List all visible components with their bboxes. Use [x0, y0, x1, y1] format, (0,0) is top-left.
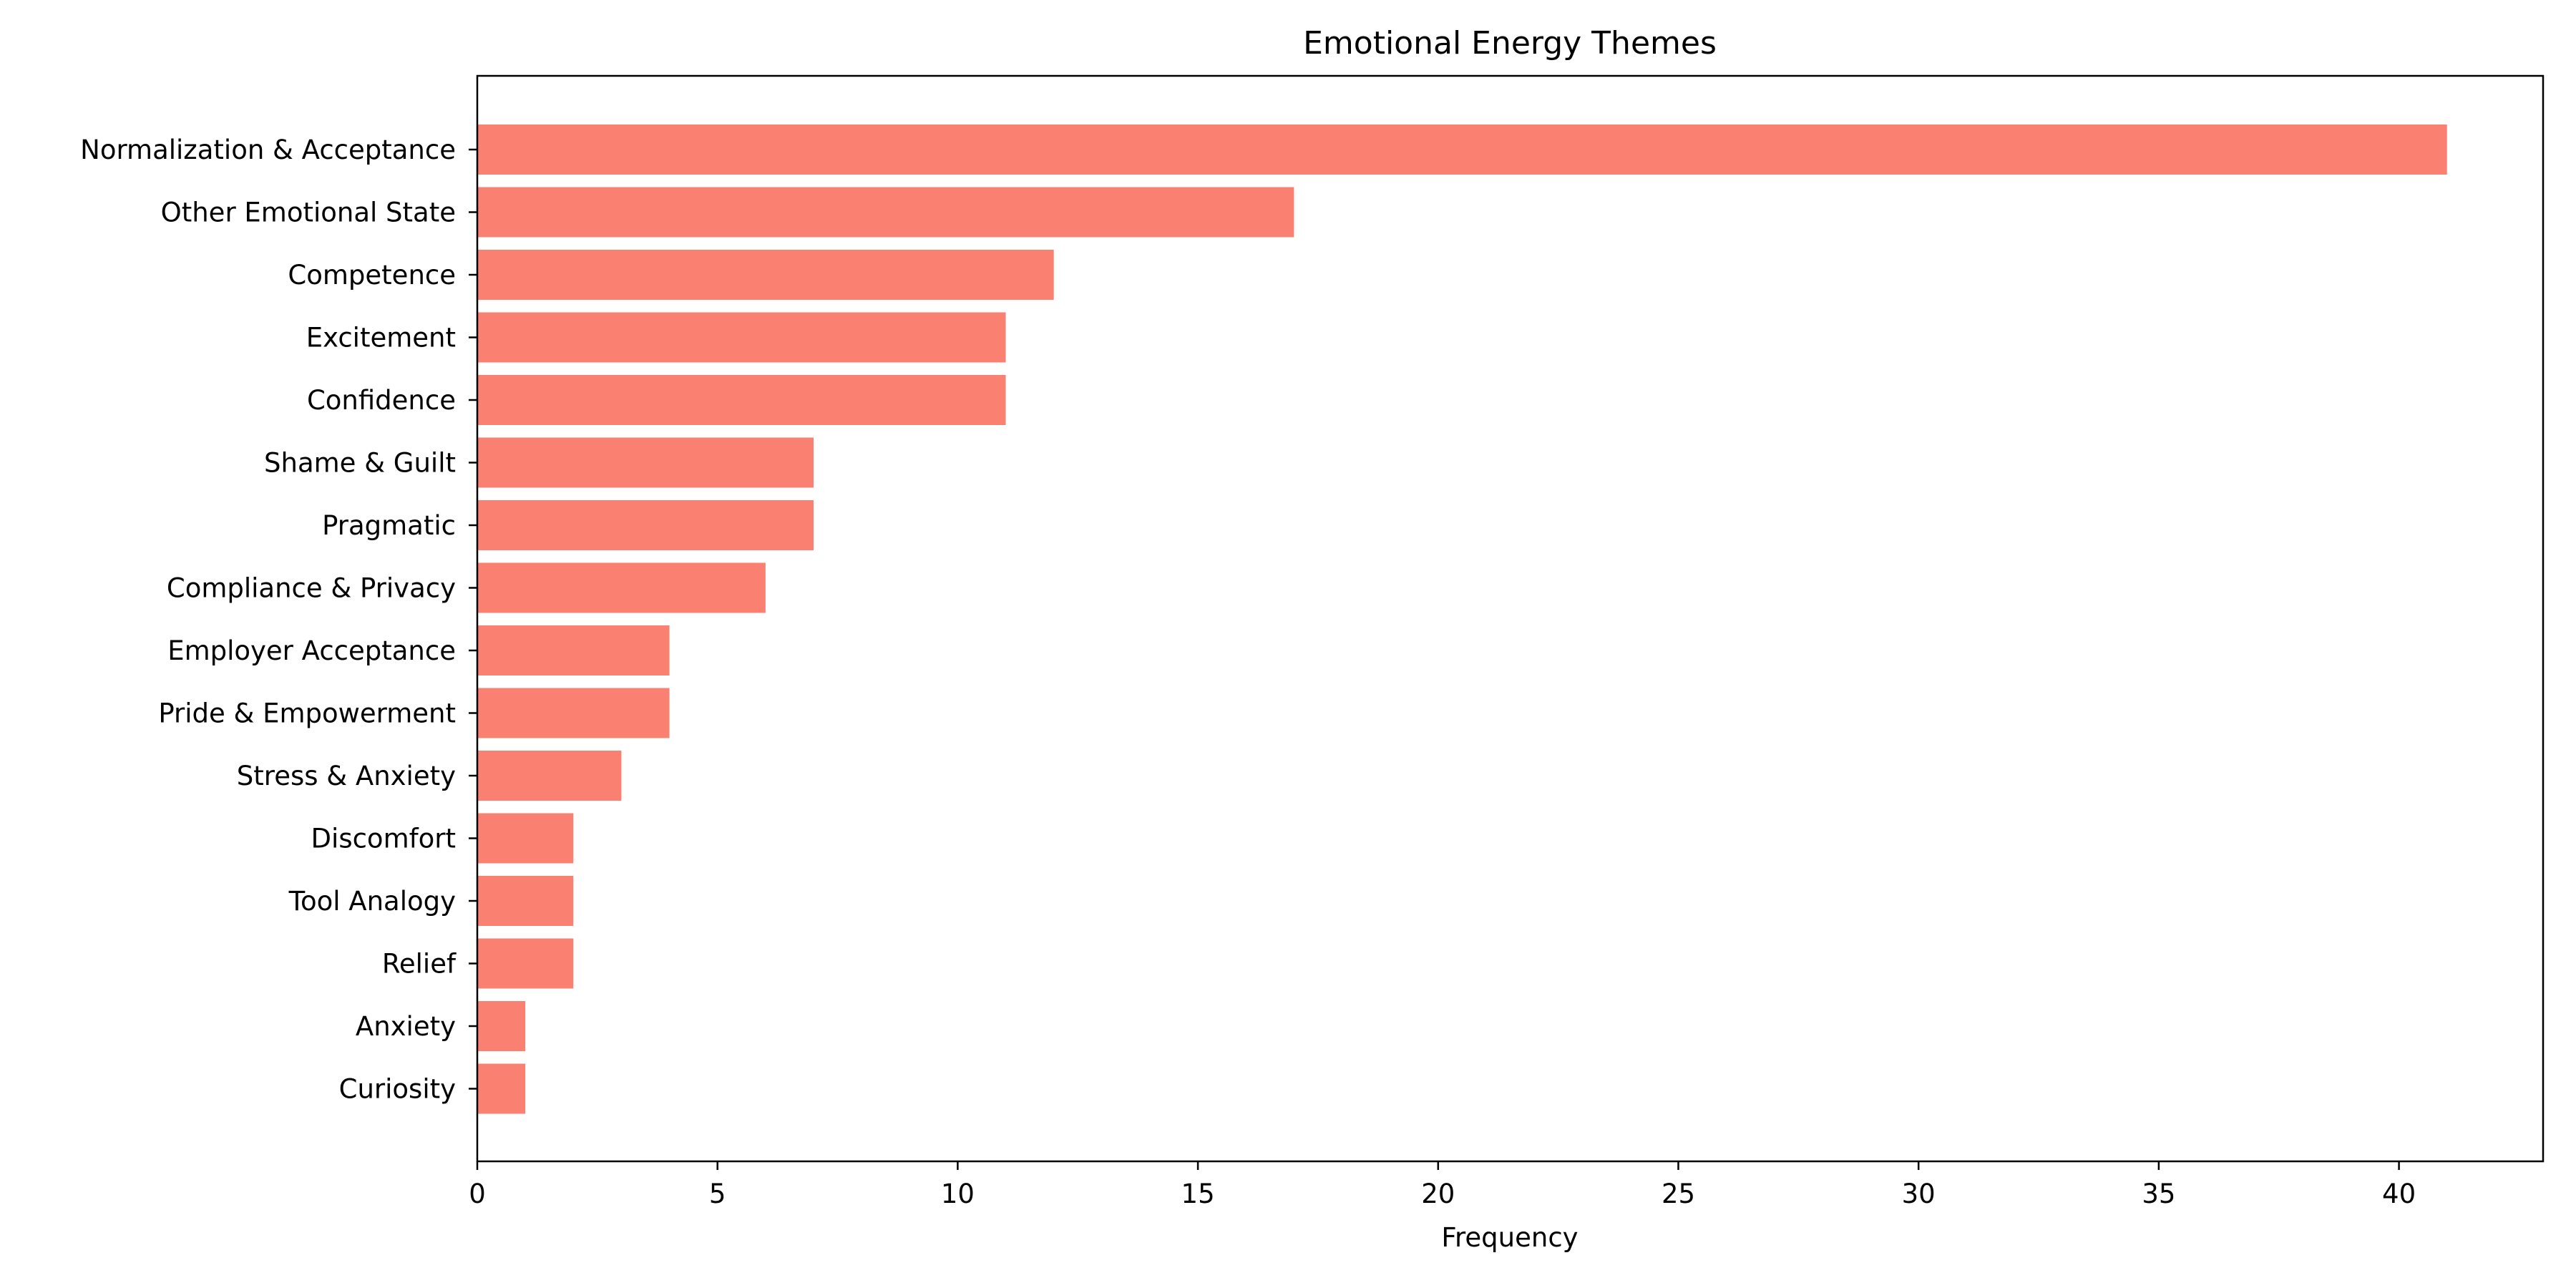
bar	[477, 1063, 526, 1114]
bar	[477, 437, 814, 488]
y-tick-label: Compliance & Privacy	[167, 573, 456, 604]
bar	[477, 500, 814, 550]
x-tick-label: 30	[1902, 1179, 1936, 1209]
bar	[477, 187, 1294, 238]
x-tick-label: 0	[469, 1179, 486, 1209]
x-tick-label: 20	[1421, 1179, 1455, 1209]
bar	[477, 625, 670, 675]
x-tick-label: 35	[2142, 1179, 2175, 1209]
y-tick-label: Anxiety	[356, 1011, 456, 1042]
chart-title: Emotional Energy Themes	[1303, 25, 1717, 62]
bar	[477, 312, 1006, 363]
bar	[477, 876, 574, 926]
y-tick-label: Confidence	[307, 385, 456, 416]
bars-group	[477, 125, 2447, 1114]
y-tick-label: Tool Analogy	[288, 886, 456, 917]
y-axis: Normalization & Acceptance Other Emotiona…	[80, 135, 477, 1105]
y-tick-label: Employer Acceptance	[167, 635, 456, 666]
x-tick-label: 10	[941, 1179, 975, 1209]
y-tick-label: Excitement	[306, 323, 456, 353]
bar	[477, 250, 1054, 300]
bar	[477, 562, 766, 613]
y-tick-label: Stress & Anxiety	[237, 761, 456, 791]
y-tick-label: Curiosity	[339, 1074, 456, 1105]
y-tick-label: Relief	[382, 949, 457, 980]
x-tick-label: 5	[709, 1179, 726, 1209]
x-tick-label: 25	[1662, 1179, 1695, 1209]
bar	[477, 688, 670, 738]
bar	[477, 375, 1006, 425]
y-tick-label: Normalization & Acceptance	[80, 135, 456, 165]
bar	[477, 1001, 526, 1051]
x-tick-label: 15	[1181, 1179, 1215, 1209]
y-tick-label: Shame & Guilt	[264, 448, 456, 479]
x-axis: 0 5 10 15 20 25 30 35 40	[469, 1161, 2416, 1209]
bar	[477, 751, 622, 801]
y-tick-label: Pride & Empowerment	[158, 698, 456, 729]
plot-frame	[476, 74, 2545, 1163]
x-tick-label: 40	[2382, 1179, 2416, 1209]
y-tick-label: Discomfort	[311, 824, 456, 854]
bar	[477, 813, 574, 864]
bar	[477, 938, 574, 989]
y-tick-label: Other Emotional State	[161, 197, 456, 228]
bar	[477, 125, 2447, 175]
x-axis-label: Frequency	[1441, 1222, 1578, 1253]
y-tick-label: Competence	[288, 260, 456, 291]
y-tick-label: Pragmatic	[322, 510, 456, 541]
